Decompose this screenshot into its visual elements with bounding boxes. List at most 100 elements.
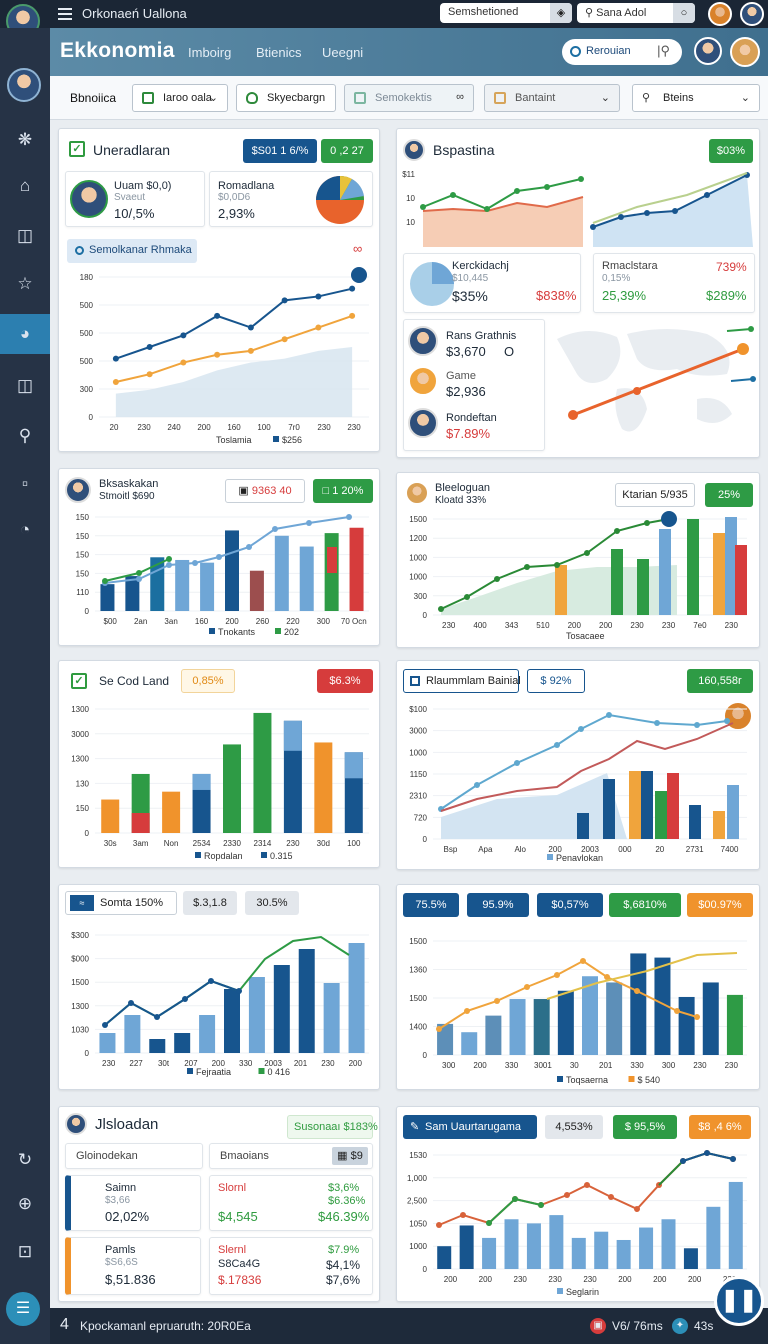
field-1[interactable]: Gloinodekan xyxy=(65,1143,203,1169)
x-tick-label: 7e0 xyxy=(693,621,707,630)
value-badge: 0,85% xyxy=(181,669,235,693)
pie-slice-yellow xyxy=(340,175,352,200)
line-series-blue-point xyxy=(154,1014,160,1020)
panel-icon[interactable]: ◫ xyxy=(16,226,34,245)
alert-icon[interactable]: ▣ xyxy=(590,1318,606,1334)
line-series-orange-point xyxy=(464,1008,470,1014)
y-tick-label: 1300 xyxy=(71,1002,89,1011)
check-icon[interactable]: ✓ xyxy=(71,673,87,689)
magnifier-icon[interactable]: |⚲ xyxy=(657,43,670,58)
filter-dropdown-1[interactable]: Iaroo oala ⌄ xyxy=(132,84,228,112)
top-search-text-2: Sana Adol xyxy=(596,7,647,19)
x-tick-label: 2003 xyxy=(264,1059,282,1068)
kpi-name: Kerckidachj xyxy=(452,260,509,272)
star-icon[interactable]: ☆ xyxy=(17,274,33,293)
export-icon[interactable]: ▫ xyxy=(21,474,29,493)
header-avatar-2[interactable] xyxy=(730,37,760,67)
settings-icon[interactable]: ❋ xyxy=(17,130,33,149)
footer-stat-1: V6/ 76ms xyxy=(612,1319,663,1333)
stat-name: Romadlana xyxy=(218,180,275,192)
info-icon[interactable]: ✦ xyxy=(672,1318,688,1334)
header-search-input[interactable]: Rerouian |⚲ xyxy=(562,39,682,65)
filter-2-text: Skyecbargn xyxy=(267,92,326,104)
tile-1-r3: $3,6% xyxy=(328,1182,360,1194)
line-left-green-point xyxy=(484,206,490,212)
line-series-blue-point xyxy=(680,1158,686,1164)
pie-tile[interactable]: Kerckidachj $10,445 $35% $838% xyxy=(403,253,581,313)
search-icon[interactable]: ⚲ xyxy=(18,426,32,445)
top-search-input-2[interactable]: ⚲ Sana Adol ○ xyxy=(577,3,695,23)
profile-avatar-2[interactable] xyxy=(740,2,764,26)
x-tick-label: 330 xyxy=(239,1059,253,1068)
legend-label: 0 416 xyxy=(268,1067,291,1077)
folder-icon[interactable]: ◫ xyxy=(16,376,34,395)
card-avatar xyxy=(403,139,425,161)
chat-icon[interactable]: ☰ xyxy=(6,1292,40,1326)
value-badge-2: 25% xyxy=(705,483,753,507)
person-name-3[interactable]: Rondeftan xyxy=(446,412,497,424)
square-icon xyxy=(410,676,420,686)
kpi-badge-1[interactable]: 75.5% xyxy=(403,893,459,917)
kpi-badge-2[interactable]: 95.9% xyxy=(467,893,529,917)
filter-dropdown-3[interactable]: Semokektis ∞ xyxy=(344,84,474,112)
stat-tile[interactable]: Romadlana $0,0D6 2,93% xyxy=(209,171,373,227)
kpi-tile[interactable]: Rmaclstara 0,15% 25,39% 739% $289% xyxy=(593,253,755,313)
filter-dropdown-5[interactable]: ⚲ Bteins ⌄ xyxy=(632,84,760,112)
pause-button[interactable]: ❚❚ xyxy=(714,1276,764,1326)
value-badge-2-text: 1 20% xyxy=(332,485,364,497)
circle-icon[interactable]: ○ xyxy=(673,3,695,23)
combo-chart-10: 1530 1,000 2,500 1050 1000 0 200 200 230 230 230 20… xyxy=(407,1150,747,1297)
grid-icon[interactable]: ⊡ xyxy=(17,1242,33,1261)
pin-icon[interactable]: ◕ xyxy=(0,314,50,354)
add-icon[interactable]: ⊕ xyxy=(17,1194,33,1213)
legend-swatch xyxy=(557,1076,563,1082)
line-right-blue-point xyxy=(618,214,624,220)
bar xyxy=(223,744,241,833)
combo-chart-8: 1500 1360 1500 1400 0 300 200 330 3001 30 201 330 30… xyxy=(409,937,747,1085)
tab-ueegni[interactable]: Ueegni xyxy=(322,45,364,60)
legend-swatch xyxy=(557,632,563,638)
line-series-blue-point xyxy=(514,760,520,766)
check-icon[interactable]: ✓ xyxy=(69,141,85,157)
y-tick-label: 1500 xyxy=(409,937,427,946)
person-tile[interactable]: Uuam $0,0) Svaeut 10/,5% xyxy=(65,171,205,227)
kpi-badge-4[interactable]: $,6810% xyxy=(609,893,681,917)
filter-dropdown-4[interactable]: Bantaint ⌄ xyxy=(484,84,620,112)
y-tick-label: 1000 xyxy=(409,748,427,757)
refresh-icon[interactable]: ↻ xyxy=(17,1150,33,1169)
tab-imboirg[interactable]: Imboirg xyxy=(188,45,232,60)
kpi-badge-5[interactable]: $00.97% xyxy=(687,893,753,917)
y-tick-label: 300 xyxy=(80,385,94,394)
tile-2[interactable]: Pamls $S6,6S $,51.836 xyxy=(65,1237,201,1295)
tile-2-right[interactable]: Slernl S8Ca4G $.17836 $7.9% $4,1% $7,6% xyxy=(209,1237,373,1295)
card-title: Sam Uaurtarugama xyxy=(425,1121,521,1133)
y-tick-label: 0 xyxy=(85,1049,90,1058)
field-2[interactable]: Bmaoians ▦ $9 xyxy=(209,1143,373,1169)
line-right-green xyxy=(592,172,748,224)
x-tick-label: 300 xyxy=(442,1061,456,1070)
gauge-icon[interactable]: ◔ xyxy=(19,520,31,539)
person-name-1[interactable]: Rans Grathnis xyxy=(446,330,517,342)
kpi-badge-3[interactable]: $0,57% xyxy=(537,893,603,917)
card-avatar xyxy=(405,481,429,505)
tile-1-right[interactable]: Slornl $3,6% $6.36% $4,545 $46.39% xyxy=(209,1175,373,1231)
line-series-orange-point xyxy=(315,324,322,331)
lock-icon[interactable]: ◈ xyxy=(550,3,572,23)
sidebar-avatar[interactable] xyxy=(7,68,41,102)
filter-1-text: Iaroo oala xyxy=(163,92,212,104)
link-icon[interactable]: ∞ xyxy=(353,241,363,256)
person-value-1: $3,670 xyxy=(446,344,486,359)
hamburger-menu-icon[interactable] xyxy=(58,6,72,20)
top-search-input[interactable]: Semshetioned ◈ xyxy=(440,3,572,23)
person-name-2[interactable]: Game xyxy=(446,370,476,382)
filter-dropdown-2[interactable]: Skyecbargn xyxy=(236,84,336,112)
tile-1[interactable]: Saimn $3,66 02,02% xyxy=(65,1175,201,1231)
profile-avatar-1[interactable] xyxy=(708,2,732,26)
bar xyxy=(149,1039,166,1053)
header-avatar-1[interactable] xyxy=(694,37,722,65)
home-icon[interactable]: ⌂ xyxy=(19,176,31,195)
legend-swatch xyxy=(273,436,279,442)
chart-chip[interactable]: Semolkanar Rhmaka xyxy=(67,239,197,263)
x-tick-label: 2330 xyxy=(223,839,241,848)
tab-btienics[interactable]: Btienics xyxy=(256,45,302,60)
